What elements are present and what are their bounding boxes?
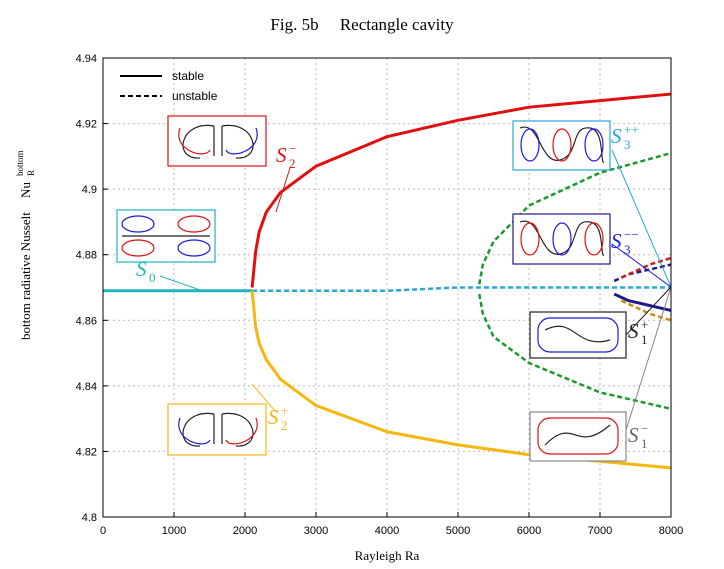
inset-box	[512, 120, 611, 171]
legend-label: stable	[172, 69, 204, 83]
chart-title: Fig. 5b Rectangle cavity	[270, 15, 454, 34]
pointers	[159, 149, 672, 431]
annotation-sup: −	[641, 421, 648, 436]
inset-flow	[552, 128, 572, 162]
x-tick-label: 3000	[304, 525, 328, 537]
inset-flow	[182, 412, 254, 447]
x-tick-label: 8000	[659, 525, 683, 537]
inset-flow	[213, 126, 223, 156]
inset-flow	[177, 215, 211, 233]
series-line	[478, 151, 672, 285]
annotation-sup: −−	[624, 227, 639, 242]
inset-flow	[520, 222, 540, 256]
annotation-sub: 1	[641, 436, 648, 451]
y-symbol-sub: R	[26, 170, 36, 176]
annotation-sub: 0	[149, 270, 156, 285]
x-tick-label: 1000	[162, 525, 186, 537]
x-tick-label: 5000	[446, 525, 470, 537]
annotation-base: S	[611, 124, 622, 148]
series-line	[252, 286, 671, 293]
pointer	[611, 243, 672, 288]
y-tick-label: 4.88	[76, 250, 97, 262]
y-tick-label: 4.8	[82, 512, 97, 524]
inset-flow	[225, 417, 258, 445]
inset-flow	[584, 222, 604, 256]
inset-flow	[121, 239, 155, 257]
annotation-sub: 2	[289, 156, 296, 171]
annotation-sup: −	[289, 141, 296, 156]
annotation-base: S	[276, 143, 287, 167]
legend-label: unstable	[172, 89, 218, 103]
insets	[116, 115, 627, 462]
annotation-sub: 1	[641, 332, 648, 347]
pointer	[625, 286, 672, 431]
y-tick-label: 4.82	[76, 446, 97, 458]
series-line	[620, 299, 672, 322]
x-tick-label: 4000	[375, 525, 399, 537]
inset-box	[512, 213, 611, 265]
y-symbol-base: Nu	[18, 182, 33, 198]
inset-flow	[544, 424, 611, 446]
y-tick-label: 4.92	[76, 119, 97, 131]
annotations: S 2−S 2+S 0S 3++S 3−−S 1+S 1−	[136, 122, 648, 451]
series-line	[478, 293, 672, 411]
x-tick-label: 0	[100, 525, 106, 537]
inset-flow	[178, 417, 211, 445]
x-axis-label: Rayleigh Ra	[355, 548, 420, 563]
plot-frame	[102, 57, 672, 518]
annotation-base: S	[611, 229, 622, 253]
inset-flow	[182, 124, 254, 159]
annotation-sup: +	[641, 317, 648, 332]
y-tick-label: 4.9	[82, 184, 97, 196]
legend: stable unstable	[120, 69, 218, 103]
pointer	[251, 383, 277, 413]
annotation-sub: 3	[624, 242, 631, 257]
inset-flow	[537, 417, 619, 455]
series-line	[613, 292, 672, 312]
inset-flow	[225, 127, 258, 155]
y-symbol-sup: bottom	[15, 150, 25, 176]
pointer	[159, 275, 201, 291]
x-tick-label: 6000	[517, 525, 541, 537]
inset-flow	[178, 127, 211, 155]
annotation-base: S	[136, 257, 147, 281]
series-line	[620, 256, 672, 279]
annotation-base: S	[628, 423, 639, 447]
annotation-base: S	[628, 319, 639, 343]
inset-flow	[544, 325, 611, 343]
inset-flow	[584, 128, 604, 162]
inset-flow	[520, 128, 540, 162]
annotation-base: S	[268, 405, 279, 429]
pointer	[611, 149, 672, 288]
inset-flow	[537, 317, 619, 353]
y-tick-label: 4.94	[76, 53, 97, 65]
annotation-sub: 2	[281, 418, 288, 433]
y-axis-symbol: Nu R bottom	[15, 150, 36, 197]
x-tick-label: 7000	[588, 525, 612, 537]
y-axis-label: bottom radiative Nusselt	[18, 212, 33, 340]
inset-flow	[552, 222, 572, 256]
y-tick-label: 4.84	[76, 381, 97, 393]
series-line	[250, 92, 672, 288]
inset-flow	[177, 239, 211, 257]
annotation-sup: +	[281, 403, 288, 418]
inset-box	[167, 115, 267, 167]
pointer	[625, 286, 672, 336]
pointer	[275, 167, 291, 213]
annotation-sub: 3	[624, 137, 631, 152]
inset-box	[167, 403, 267, 456]
lines	[103, 92, 672, 470]
y-tick-label: 4.86	[76, 315, 97, 327]
inset-flow	[121, 215, 155, 233]
x-tick-label: 2000	[233, 525, 257, 537]
annotation-sup: ++	[624, 122, 639, 137]
